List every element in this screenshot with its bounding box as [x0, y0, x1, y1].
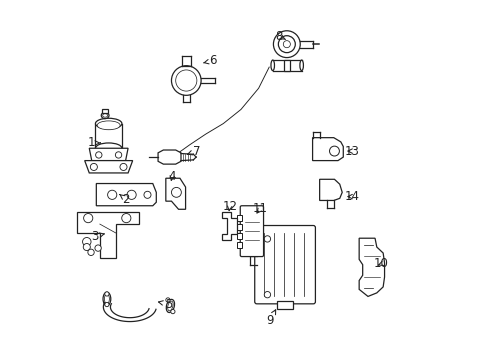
Bar	[236, 215, 242, 221]
Circle shape	[95, 245, 101, 251]
Ellipse shape	[95, 118, 122, 129]
Polygon shape	[165, 178, 185, 209]
Circle shape	[104, 302, 109, 307]
Circle shape	[283, 41, 290, 48]
Polygon shape	[358, 238, 384, 296]
Polygon shape	[84, 161, 132, 173]
Circle shape	[115, 152, 122, 158]
FancyBboxPatch shape	[240, 206, 263, 257]
Text: 13: 13	[344, 145, 359, 158]
Circle shape	[96, 152, 102, 158]
Ellipse shape	[167, 301, 173, 311]
Circle shape	[329, 146, 339, 156]
Circle shape	[170, 310, 175, 314]
Circle shape	[107, 190, 117, 199]
Ellipse shape	[102, 114, 107, 117]
Text: 14: 14	[344, 190, 359, 203]
Polygon shape	[96, 184, 156, 206]
Bar	[277, 301, 292, 309]
Ellipse shape	[104, 294, 109, 304]
Text: 11: 11	[252, 202, 267, 215]
Polygon shape	[158, 150, 181, 164]
Circle shape	[127, 190, 136, 199]
Circle shape	[264, 292, 270, 298]
Ellipse shape	[101, 112, 109, 118]
Text: 4: 4	[168, 170, 176, 183]
Ellipse shape	[299, 60, 303, 71]
Text: 5: 5	[158, 298, 172, 311]
Circle shape	[175, 70, 197, 91]
Text: 10: 10	[373, 257, 388, 270]
Circle shape	[122, 213, 131, 223]
Circle shape	[165, 298, 170, 302]
Polygon shape	[221, 212, 237, 240]
Text: 7: 7	[187, 145, 200, 158]
Circle shape	[82, 238, 91, 246]
Text: 3: 3	[91, 230, 104, 243]
FancyBboxPatch shape	[254, 225, 315, 304]
Circle shape	[143, 191, 151, 198]
Ellipse shape	[97, 121, 120, 130]
Bar	[236, 242, 242, 248]
Circle shape	[83, 243, 90, 251]
Circle shape	[90, 163, 97, 171]
Bar	[284, 60, 289, 71]
Ellipse shape	[270, 60, 274, 71]
Text: 2: 2	[120, 193, 130, 206]
Circle shape	[88, 249, 94, 256]
Ellipse shape	[103, 292, 111, 306]
Bar	[236, 233, 242, 239]
Polygon shape	[77, 212, 139, 258]
Polygon shape	[319, 179, 342, 201]
Circle shape	[171, 66, 201, 95]
Circle shape	[278, 36, 295, 53]
Text: 1: 1	[87, 136, 100, 149]
Bar	[102, 109, 108, 113]
Circle shape	[171, 188, 181, 197]
Circle shape	[83, 213, 93, 223]
Bar	[236, 224, 242, 230]
Circle shape	[120, 163, 127, 171]
Ellipse shape	[166, 300, 174, 312]
Text: 12: 12	[222, 200, 237, 213]
Ellipse shape	[95, 143, 122, 154]
Polygon shape	[312, 138, 343, 161]
Circle shape	[273, 31, 300, 58]
Text: 9: 9	[265, 310, 275, 327]
Text: 6: 6	[203, 54, 216, 67]
Polygon shape	[89, 148, 128, 161]
Circle shape	[104, 292, 109, 296]
Circle shape	[264, 236, 270, 242]
Text: 8: 8	[275, 30, 285, 42]
